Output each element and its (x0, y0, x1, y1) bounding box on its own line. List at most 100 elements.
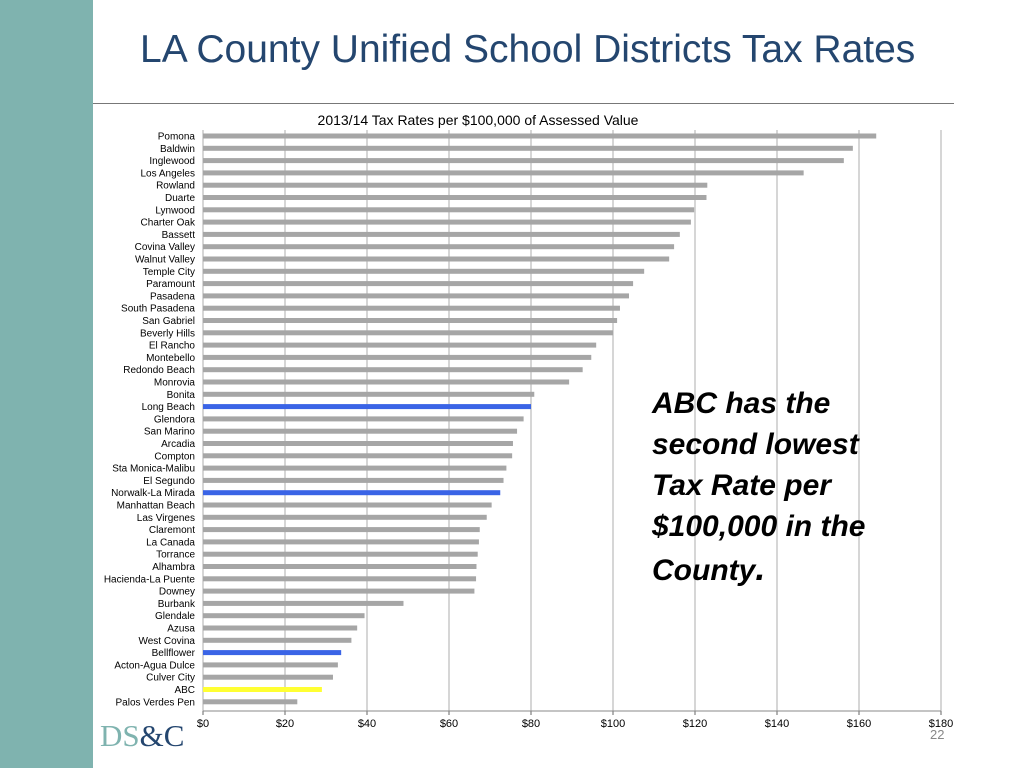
x-tick-label: $60 (440, 718, 458, 730)
callout-line: County. (652, 547, 952, 591)
bar (203, 674, 333, 680)
bar (203, 367, 583, 373)
bar (203, 219, 691, 225)
callout-line: ABC has the (652, 387, 831, 420)
category-label: Bellflower (152, 648, 196, 659)
category-label: Compton (154, 451, 195, 462)
category-label: Palos Verdes Pen (116, 697, 196, 708)
logo-rest: &C (139, 718, 185, 753)
x-tick-label: $40 (358, 718, 376, 730)
bar (203, 182, 708, 188)
category-label: Baldwin (160, 144, 195, 155)
bar (203, 318, 618, 323)
category-label: Monrovia (154, 378, 196, 389)
category-label: Glendale (155, 611, 195, 622)
bar (203, 170, 804, 176)
category-label: ABC (174, 685, 195, 696)
x-tick-label: $0 (197, 718, 209, 730)
callout-period: . (755, 547, 766, 588)
bar (203, 305, 620, 311)
x-tick-label: $100 (601, 718, 625, 730)
callout-line: Tax Rate per (652, 469, 831, 502)
category-label: Azusa (167, 624, 195, 635)
callout-county: County (652, 554, 756, 587)
bar (203, 231, 680, 237)
bar (203, 379, 570, 385)
bar (203, 514, 487, 520)
bar (203, 256, 670, 262)
category-label: Bassett (162, 230, 196, 241)
bar (203, 650, 342, 656)
x-tick-label: $20 (276, 718, 294, 730)
sidebar-accent (0, 0, 93, 768)
bar (203, 477, 504, 483)
x-axis-ticks: $0 $20 $40 $60 $80 $100 $120 $140 $160 $180 (197, 718, 953, 730)
bar (203, 416, 524, 422)
category-label: Burbank (158, 599, 196, 610)
bar (203, 625, 358, 631)
category-label: Bonita (167, 390, 196, 401)
category-label: Long Beach (142, 402, 195, 413)
category-label: Walnut Valley (135, 255, 195, 266)
callout-line: $100,000 in the (652, 510, 866, 543)
x-tick-label: $140 (765, 718, 789, 730)
bar (203, 404, 531, 410)
category-label: El Segundo (143, 476, 195, 487)
category-label: Duarte (165, 193, 195, 204)
x-tick-label: $120 (683, 718, 707, 730)
category-label: Rowland (156, 181, 195, 192)
bar (203, 145, 853, 151)
bar (203, 613, 365, 619)
bar (203, 539, 479, 545)
bar (203, 268, 645, 274)
category-label: Norwalk-La Mirada (111, 488, 195, 499)
bar (203, 281, 634, 287)
bar (203, 588, 475, 594)
category-label: Pasadena (150, 291, 195, 302)
bar (203, 576, 477, 582)
bar (203, 391, 535, 397)
category-label: Downey (159, 587, 195, 598)
category-label: South Pasadena (121, 304, 195, 315)
category-label: Sta Monica-Malibu (112, 464, 195, 475)
category-label: Alhambra (152, 562, 195, 573)
bar (203, 195, 707, 200)
callout-text: ABC has the second lowest Tax Rate per $… (652, 383, 952, 591)
bar (203, 293, 629, 299)
logo-ds: DS (100, 718, 140, 753)
bar (203, 441, 513, 446)
category-label: La Canada (146, 537, 195, 548)
bar (203, 662, 338, 668)
bar (203, 158, 844, 164)
bar (203, 207, 695, 213)
bar (203, 330, 613, 336)
category-label: Temple City (143, 267, 195, 278)
page-title: LA County Unified School Districts Tax R… (140, 28, 916, 71)
bar (203, 502, 492, 508)
category-label: Inglewood (149, 156, 195, 167)
category-label: West Covina (138, 636, 195, 647)
category-label: El Rancho (149, 341, 196, 352)
category-label: Claremont (149, 525, 195, 536)
bar (203, 637, 352, 643)
chart-title: 2013/14 Tax Rates per $100,000 of Assess… (318, 112, 639, 128)
category-label: Redondo Beach (123, 365, 195, 376)
category-label: Glendora (154, 414, 196, 425)
category-label: Paramount (146, 279, 195, 290)
x-tick-label: $80 (522, 718, 540, 730)
category-label: Los Angeles (141, 168, 196, 179)
page-number: 22 (930, 727, 945, 742)
title-divider (93, 103, 954, 104)
bar-chart: 2013/14 Tax Rates per $100,000 of Assess… (104, 112, 953, 730)
category-label: San Gabriel (142, 316, 195, 327)
bar (203, 133, 877, 139)
callout-line: second lowest (652, 428, 859, 461)
bar (203, 527, 480, 533)
bar (203, 687, 322, 692)
bar (203, 490, 501, 496)
category-label: Lynwood (155, 205, 195, 216)
category-label: Montebello (146, 353, 195, 364)
company-logo: DS&C (100, 718, 184, 754)
category-label: Covina Valley (135, 242, 195, 253)
